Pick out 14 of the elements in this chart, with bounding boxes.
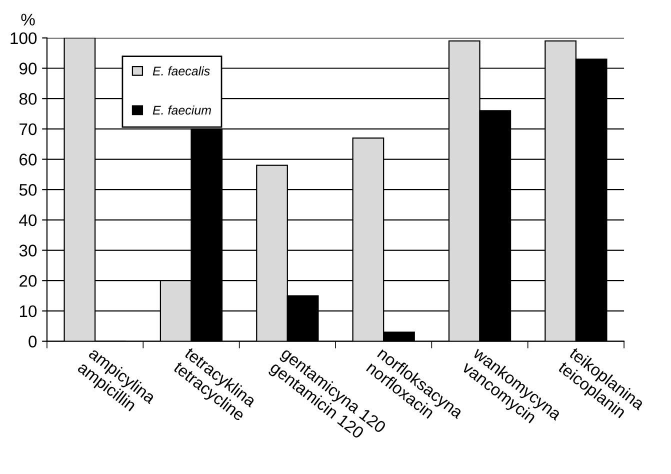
y-tick-label: 100	[10, 32, 37, 44]
y-tick-label: 60	[20, 154, 37, 166]
legend-label: E. faecium	[152, 105, 211, 115]
legend-label: E. faecalis	[152, 66, 210, 76]
y-axis-title: %	[21, 14, 35, 26]
y-tick-label: 20	[20, 275, 37, 287]
y-tick-label: 80	[19, 92, 37, 105]
y-tick-label: 10	[20, 305, 37, 318]
y-tick-label: 0	[28, 336, 37, 348]
y-tick-label: 90	[19, 62, 37, 74]
y-tick-label: 30	[19, 244, 37, 256]
y-tick-label: 50	[19, 184, 37, 196]
y-tick-label: 40	[19, 214, 37, 226]
y-tick-label: 70	[20, 123, 37, 136]
